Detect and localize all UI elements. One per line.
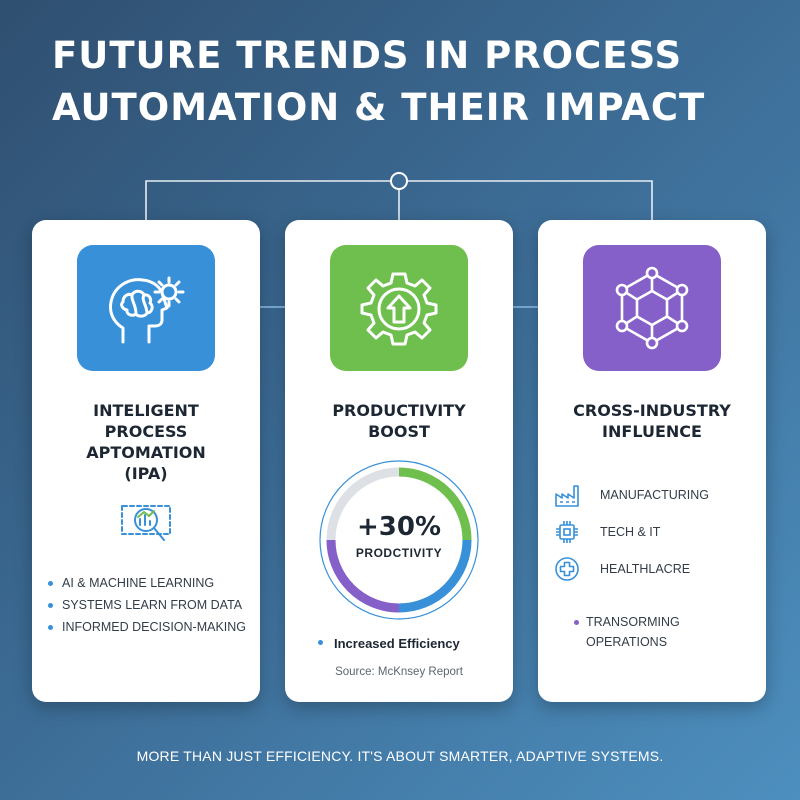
cross-industry-heading-line: INFLUENCE bbox=[602, 422, 702, 441]
transform-item: TRANSORMING OPERATIONS bbox=[574, 612, 680, 652]
industry-label: HEALTHLACRE bbox=[600, 562, 691, 576]
medical-cross-icon bbox=[555, 557, 579, 581]
ipa-heading: INTELIGENT PROCESS APTOMATION (IPA) bbox=[32, 400, 260, 484]
brain-gear-icon bbox=[109, 276, 185, 344]
productivity-heading: PRODUCTIVITY BOOST bbox=[285, 400, 513, 442]
card-productivity: PRODUCTIVITY BOOST +30% PRODCTIVITY Incr… bbox=[285, 220, 513, 702]
footer-tagline: MORE THAN JUST EFFICIENCY. IT'S ABOUT SM… bbox=[136, 748, 664, 764]
title-line-1: FUTURE TRENDS IN PROCESS bbox=[52, 34, 683, 77]
productivity-heading-line: PRODUCTIVITY bbox=[332, 401, 466, 420]
page-title: FUTURE TRENDS IN PROCESS AUTOMATION & TH… bbox=[52, 30, 772, 134]
connector-node bbox=[390, 172, 408, 190]
cross-industry-icon-tile bbox=[583, 245, 721, 371]
bullet-dot bbox=[318, 640, 323, 646]
list-item: INFORMED DECISION-MAKING bbox=[48, 616, 246, 638]
cross-industry-heading: CROSS-INDUSTRY INFLUENCE bbox=[538, 400, 766, 442]
productivity-icon-tile bbox=[330, 245, 468, 371]
transform-line: OPERATIONS bbox=[586, 635, 668, 649]
gauge-label: PRODCTIVITY bbox=[355, 546, 443, 560]
industry-label: MANUFACTURING bbox=[600, 488, 710, 502]
list-item: HEALTHLACRE bbox=[554, 556, 690, 582]
efficiency-label: Increased Efficiency bbox=[334, 636, 460, 651]
ipa-icon-tile bbox=[77, 245, 215, 371]
ipa-heading-line: (IPA) bbox=[124, 464, 168, 483]
card-cross-industry: CROSS-INDUSTRY INFLUENCE MANUFACTURING T… bbox=[538, 220, 766, 702]
source-note: Source: McKnsey Report bbox=[335, 666, 463, 678]
transform-line: TRANSORMING bbox=[586, 615, 680, 629]
ipa-heading-line: APTOMATION bbox=[86, 443, 206, 462]
gauge-arc-blue bbox=[398, 539, 472, 613]
gear-arrow-up-icon bbox=[360, 272, 438, 346]
title-line-2: AUTOMATION & THEIR IMPACT bbox=[52, 86, 706, 129]
gauge-arc-purple bbox=[326, 539, 400, 613]
gauge-value: +30% bbox=[356, 512, 442, 542]
chip-icon bbox=[556, 521, 578, 543]
productivity-heading-line: BOOST bbox=[368, 422, 430, 441]
cross-industry-heading-line: CROSS-INDUSTRY bbox=[573, 401, 731, 420]
ipa-heading-line: PROCESS bbox=[104, 422, 188, 441]
network-hexagon-icon bbox=[615, 266, 689, 350]
factory-icon bbox=[555, 485, 579, 507]
bullet-dot bbox=[574, 620, 579, 625]
industry-label: TECH & IT bbox=[600, 525, 661, 539]
list-item: TECH & IT bbox=[554, 519, 660, 545]
list-item: MANUFACTURING bbox=[554, 482, 709, 508]
productivity-gauge bbox=[319, 460, 479, 620]
ipa-bullet-list: AI & MACHINE LEARNING SYSTEMS LEARN FROM… bbox=[48, 572, 246, 638]
list-item: AI & MACHINE LEARNING bbox=[48, 572, 246, 594]
efficiency-item: Increased Efficiency bbox=[318, 636, 460, 651]
gauge-arc-green bbox=[398, 467, 472, 541]
card-ipa: INTELIGENT PROCESS APTOMATION (IPA) AI &… bbox=[32, 220, 260, 702]
magnifier-chart-icon bbox=[121, 505, 171, 541]
list-item: SYSTEMS LEARN FROM DATA bbox=[48, 594, 246, 616]
ipa-heading-line: INTELIGENT bbox=[93, 401, 199, 420]
